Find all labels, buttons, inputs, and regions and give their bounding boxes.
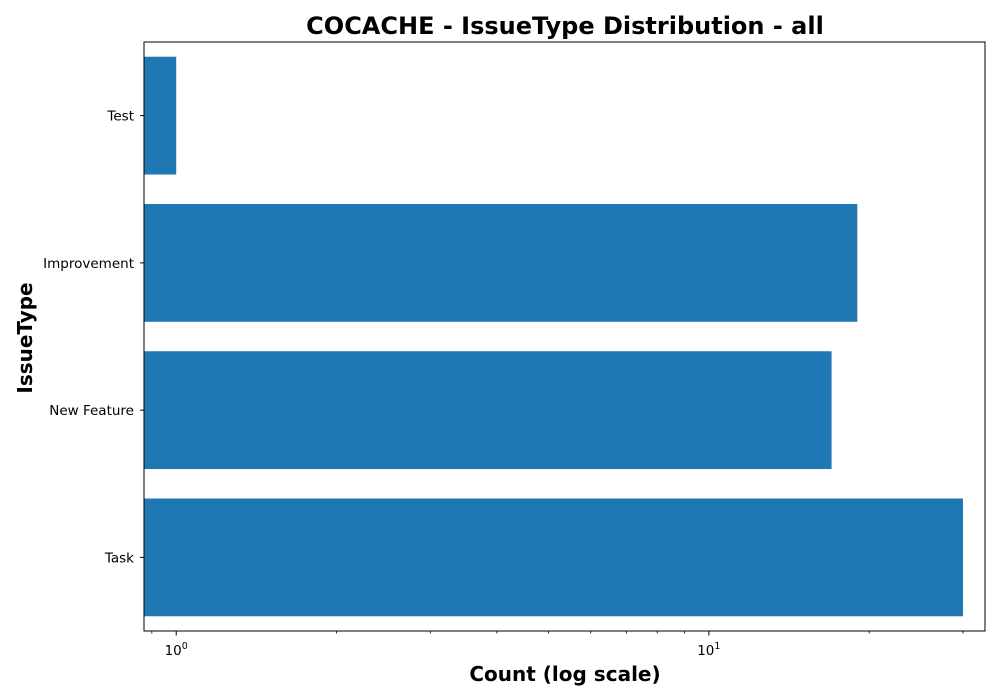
x-axis-label: Count (log scale) (469, 662, 660, 686)
y-tick-label: New Feature (49, 403, 134, 419)
y-tick-label: Test (106, 109, 134, 125)
plot-frame (143, 41, 986, 632)
y-tick-label: Improvement (43, 256, 134, 272)
x-ticks-group: 100 101 (151, 631, 964, 659)
bar-improvement (144, 203, 858, 322)
bar-task (144, 498, 963, 617)
y-ticks-group: Test Improvement New Feature Task (43, 109, 144, 566)
y-tick-label: Task (104, 550, 134, 566)
y-axis-label: IssueType (13, 282, 37, 393)
bars-group (144, 56, 963, 617)
bar-test (144, 56, 177, 175)
bar-new-feature (144, 351, 832, 470)
chart-title: COCACHE - IssueType Distribution - all (306, 12, 824, 40)
x-tick-label: 101 (697, 641, 720, 659)
x-tick-label: 100 (165, 641, 188, 659)
